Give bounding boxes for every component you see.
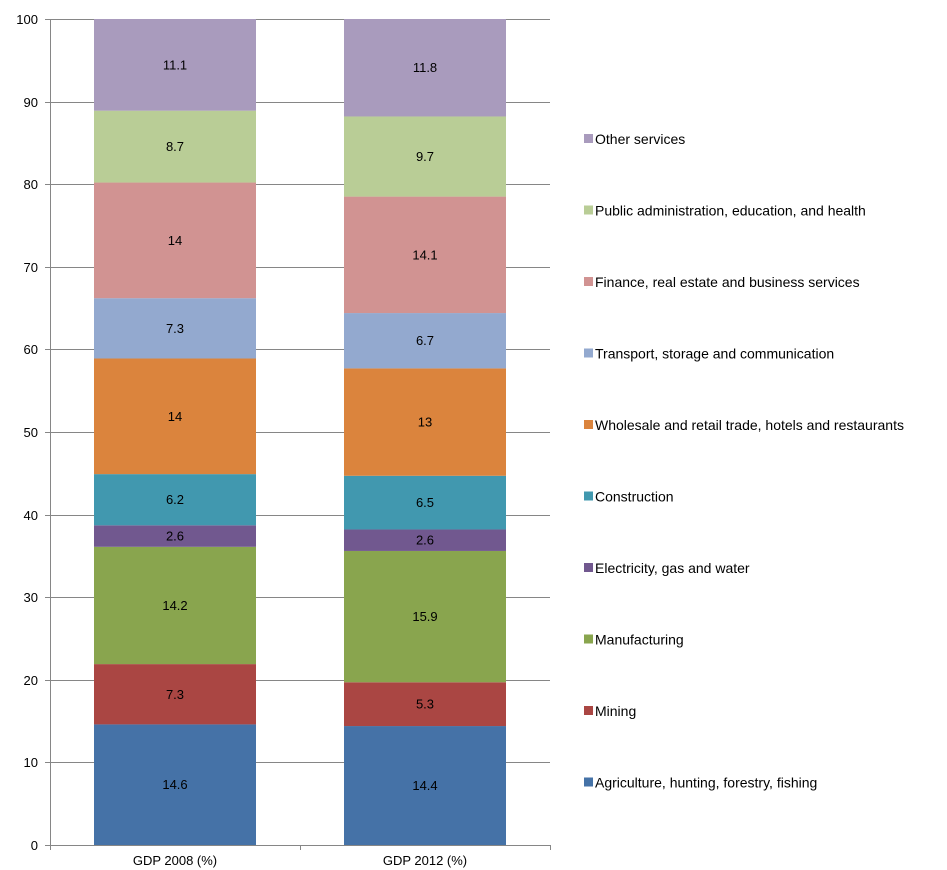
bar-segment xyxy=(344,475,506,530)
y-tick-label: 100 xyxy=(16,12,38,27)
y-tick-label: 80 xyxy=(24,177,38,192)
bar-segment xyxy=(344,682,506,727)
y-tick-label: 10 xyxy=(24,755,38,770)
x-tick-label: GDP 2012 (%) xyxy=(383,853,467,868)
legend-swatch xyxy=(584,420,593,429)
y-tick-label: 60 xyxy=(24,342,38,357)
bar-segment xyxy=(94,546,256,665)
bar-segment xyxy=(94,358,256,475)
legend-label: Other services xyxy=(595,131,685,147)
legend-label: Agriculture, hunting, forestry, fishing xyxy=(595,775,817,791)
legend: Other services Public administration, edu… xyxy=(584,131,904,791)
data-label: 6.7 xyxy=(416,333,434,348)
y-tick-label: 40 xyxy=(24,508,38,523)
bar-segment xyxy=(344,19,506,117)
bar-segment xyxy=(344,196,506,314)
legend-label: Public administration, education, and he… xyxy=(595,203,866,219)
legend-swatch xyxy=(584,491,593,501)
y-tick-label: 70 xyxy=(24,260,38,275)
data-label: 6.2 xyxy=(166,492,184,507)
legend-label: Electricity, gas and water xyxy=(595,560,750,576)
legend-swatch xyxy=(584,205,593,215)
data-label: 14 xyxy=(168,409,182,424)
bar-segment xyxy=(344,726,506,845)
data-label: 15.9 xyxy=(412,609,437,624)
bar-segment xyxy=(344,529,506,551)
legend-swatch xyxy=(584,134,593,143)
bar-segment xyxy=(344,550,506,683)
data-label: 7.3 xyxy=(166,321,184,336)
legend-label: Finance, real estate and business servic… xyxy=(595,274,860,290)
data-label: 8.7 xyxy=(166,139,184,154)
y-tick-label: 90 xyxy=(24,95,38,110)
legend-swatch xyxy=(584,634,593,644)
y-tick-label: 30 xyxy=(24,590,38,605)
data-label: 14.6 xyxy=(162,777,187,792)
data-label: 14.1 xyxy=(412,247,437,262)
data-label: 9.7 xyxy=(416,149,434,164)
legend-label: Construction xyxy=(595,489,674,505)
bar-segment xyxy=(94,664,256,725)
data-label: 5.3 xyxy=(416,697,434,712)
legend-swatch xyxy=(584,563,593,572)
bar-segment xyxy=(94,19,256,111)
legend-swatch xyxy=(584,277,593,286)
legend-swatch xyxy=(584,706,593,715)
bar-segment xyxy=(94,474,256,526)
bar-segment xyxy=(344,116,506,197)
data-label: 2.6 xyxy=(416,533,434,548)
bar-segment xyxy=(94,724,256,845)
data-label: 2.6 xyxy=(166,529,184,544)
data-label: 13 xyxy=(418,415,432,430)
bar-segment xyxy=(344,368,506,476)
legend-label: Manufacturing xyxy=(595,632,684,648)
x-tick-label: GDP 2008 (%) xyxy=(133,853,217,868)
y-tick-label: 50 xyxy=(24,425,38,440)
axes xyxy=(50,19,551,850)
legend-swatch xyxy=(584,777,593,787)
y-axis-ticks: 0 10 20 30 40 50 60 70 80 90 100 xyxy=(16,12,50,853)
data-label: 14.4 xyxy=(412,778,437,793)
data-label: 11.1 xyxy=(163,57,187,72)
legend-label: Transport, storage and communication xyxy=(595,346,834,362)
data-label: 11.8 xyxy=(413,60,437,75)
legend-label: Wholesale and retail trade, hotels and r… xyxy=(595,417,904,433)
data-label: 7.3 xyxy=(166,687,184,702)
bar-segment xyxy=(94,182,256,299)
x-axis-ticks: GDP 2008 (%) GDP 2012 (%) xyxy=(133,853,467,868)
data-label: 14.2 xyxy=(162,598,187,613)
bar-segment xyxy=(94,110,256,183)
legend-label: Mining xyxy=(595,703,636,719)
y-tick-label: 20 xyxy=(24,673,38,688)
legend-swatch xyxy=(584,348,593,358)
bar-segment xyxy=(94,525,256,547)
data-label: 14 xyxy=(168,233,182,248)
bar-segment xyxy=(344,313,506,369)
data-label: 6.5 xyxy=(416,495,434,510)
bars: 14.6 7.3 14.2 2.6 6.2 14 7.3 14 8.7 11.1 14.4 5.3 15… xyxy=(94,19,506,845)
bar-segment xyxy=(94,298,256,359)
y-tick-label: 0 xyxy=(31,838,38,853)
